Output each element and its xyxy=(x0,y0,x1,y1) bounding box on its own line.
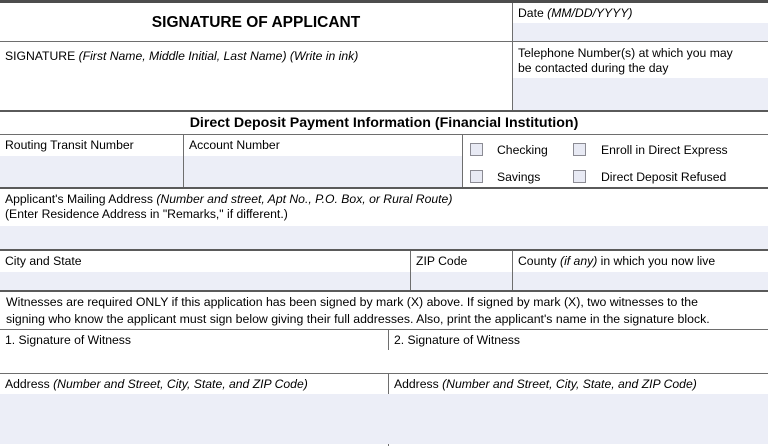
row-witness-addresses: Address (Number and Street, City, State,… xyxy=(0,374,768,446)
witness2-address-label: Address (Number and Street, City, State,… xyxy=(394,377,697,391)
row-title-date: SIGNATURE OF APPLICANT Date (MM/DD/YYYY) xyxy=(0,3,768,42)
signature-label: SIGNATURE (First Name, Middle Initial, L… xyxy=(5,49,359,63)
witness1-address-input[interactable] xyxy=(0,394,388,444)
row-direct-deposit-heading: Direct Deposit Payment Information (Fina… xyxy=(0,112,768,135)
checkbox-label-direct-deposit-refused: Direct Deposit Refused xyxy=(601,170,727,184)
zip-code-input[interactable] xyxy=(411,272,512,290)
signature-input[interactable] xyxy=(0,68,512,110)
witness1-signature-label: 1. Signature of Witness xyxy=(5,333,131,347)
date-label: Date (MM/DD/YYYY) xyxy=(518,6,633,20)
row-city-zip-county: City and State ZIP Code County (if any) … xyxy=(0,251,768,292)
mailing-address-input[interactable] xyxy=(0,226,768,249)
routing-transit-number-input[interactable] xyxy=(0,156,183,187)
telephone-label: Telephone Number(s) at which you may be … xyxy=(513,42,768,78)
row-direct-deposit-fields: Routing Transit Number Account Number Ch… xyxy=(0,135,768,189)
mailing-address-cell: Applicant's Mailing Address (Number and … xyxy=(0,189,768,249)
witness-note-line2: signing who know the applicant must sign… xyxy=(6,311,710,326)
telephone-cell: Telephone Number(s) at which you may be … xyxy=(512,42,768,110)
date-cell: Date (MM/DD/YYYY) xyxy=(512,3,768,41)
witness1-signature-input[interactable] xyxy=(0,350,388,373)
witness2-signature-cell: 2. Signature of Witness xyxy=(384,330,768,373)
checkbox-label-checking: Checking xyxy=(497,143,548,157)
witness1-signature-cell: 1. Signature of Witness xyxy=(0,330,388,373)
county-input[interactable] xyxy=(513,272,768,290)
account-number-label: Account Number xyxy=(189,138,280,152)
mailing-address-label-line2: (Enter Residence Address in "Remarks," i… xyxy=(5,207,288,221)
deposit-options-cell: Checking Enroll in Direct Express Saving… xyxy=(462,135,768,187)
witness-note-line1: Witnesses are required ONLY if this appl… xyxy=(6,295,698,309)
zip-code-label: ZIP Code xyxy=(416,254,468,268)
witness1-address-label: Address (Number and Street, City, State,… xyxy=(5,377,308,391)
row-signature-telephone: SIGNATURE (First Name, Middle Initial, L… xyxy=(0,42,768,112)
row-witness-signatures: 1. Signature of Witness 2. Signature of … xyxy=(0,330,768,374)
checkbox-direct-deposit-refused[interactable] xyxy=(573,170,586,183)
city-state-cell: City and State xyxy=(0,251,410,290)
direct-deposit-heading: Direct Deposit Payment Information (Fina… xyxy=(189,115,579,131)
routing-cell: Routing Transit Number xyxy=(0,135,183,187)
routing-transit-number-label: Routing Transit Number xyxy=(5,138,134,152)
witness2-address-cell: Address (Number and Street, City, State,… xyxy=(384,374,768,446)
witness-note: Witnesses are required ONLY if this appl… xyxy=(6,294,764,327)
checkbox-checking[interactable] xyxy=(470,143,483,156)
witness2-address-input[interactable] xyxy=(384,394,768,444)
page-title: SIGNATURE OF APPLICANT xyxy=(151,14,361,31)
city-state-input[interactable] xyxy=(0,272,410,290)
checkbox-label-enroll-direct-express: Enroll in Direct Express xyxy=(601,143,728,157)
county-label: County (if any) in which you now live xyxy=(518,254,716,268)
row-mailing-address: Applicant's Mailing Address (Number and … xyxy=(0,189,768,251)
county-cell: County (if any) in which you now live xyxy=(512,251,768,290)
account-cell: Account Number xyxy=(183,135,462,187)
row-witness-note: Witnesses are required ONLY if this appl… xyxy=(0,292,768,330)
date-input[interactable] xyxy=(513,23,768,41)
signature-cell: SIGNATURE (First Name, Middle Initial, L… xyxy=(0,42,512,110)
mailing-address-label-line1: Applicant's Mailing Address (Number and … xyxy=(5,192,453,206)
checkbox-enroll-direct-express[interactable] xyxy=(573,143,586,156)
witness2-signature-input[interactable] xyxy=(384,350,768,373)
account-number-input[interactable] xyxy=(184,156,462,187)
city-state-label: City and State xyxy=(5,254,82,268)
witness2-signature-label: 2. Signature of Witness xyxy=(394,333,520,347)
zip-cell: ZIP Code xyxy=(410,251,512,290)
checkbox-savings[interactable] xyxy=(470,170,483,183)
witness1-address-cell: Address (Number and Street, City, State,… xyxy=(0,374,388,446)
checkbox-label-savings: Savings xyxy=(497,170,541,184)
title-cell: SIGNATURE OF APPLICANT xyxy=(0,3,512,41)
